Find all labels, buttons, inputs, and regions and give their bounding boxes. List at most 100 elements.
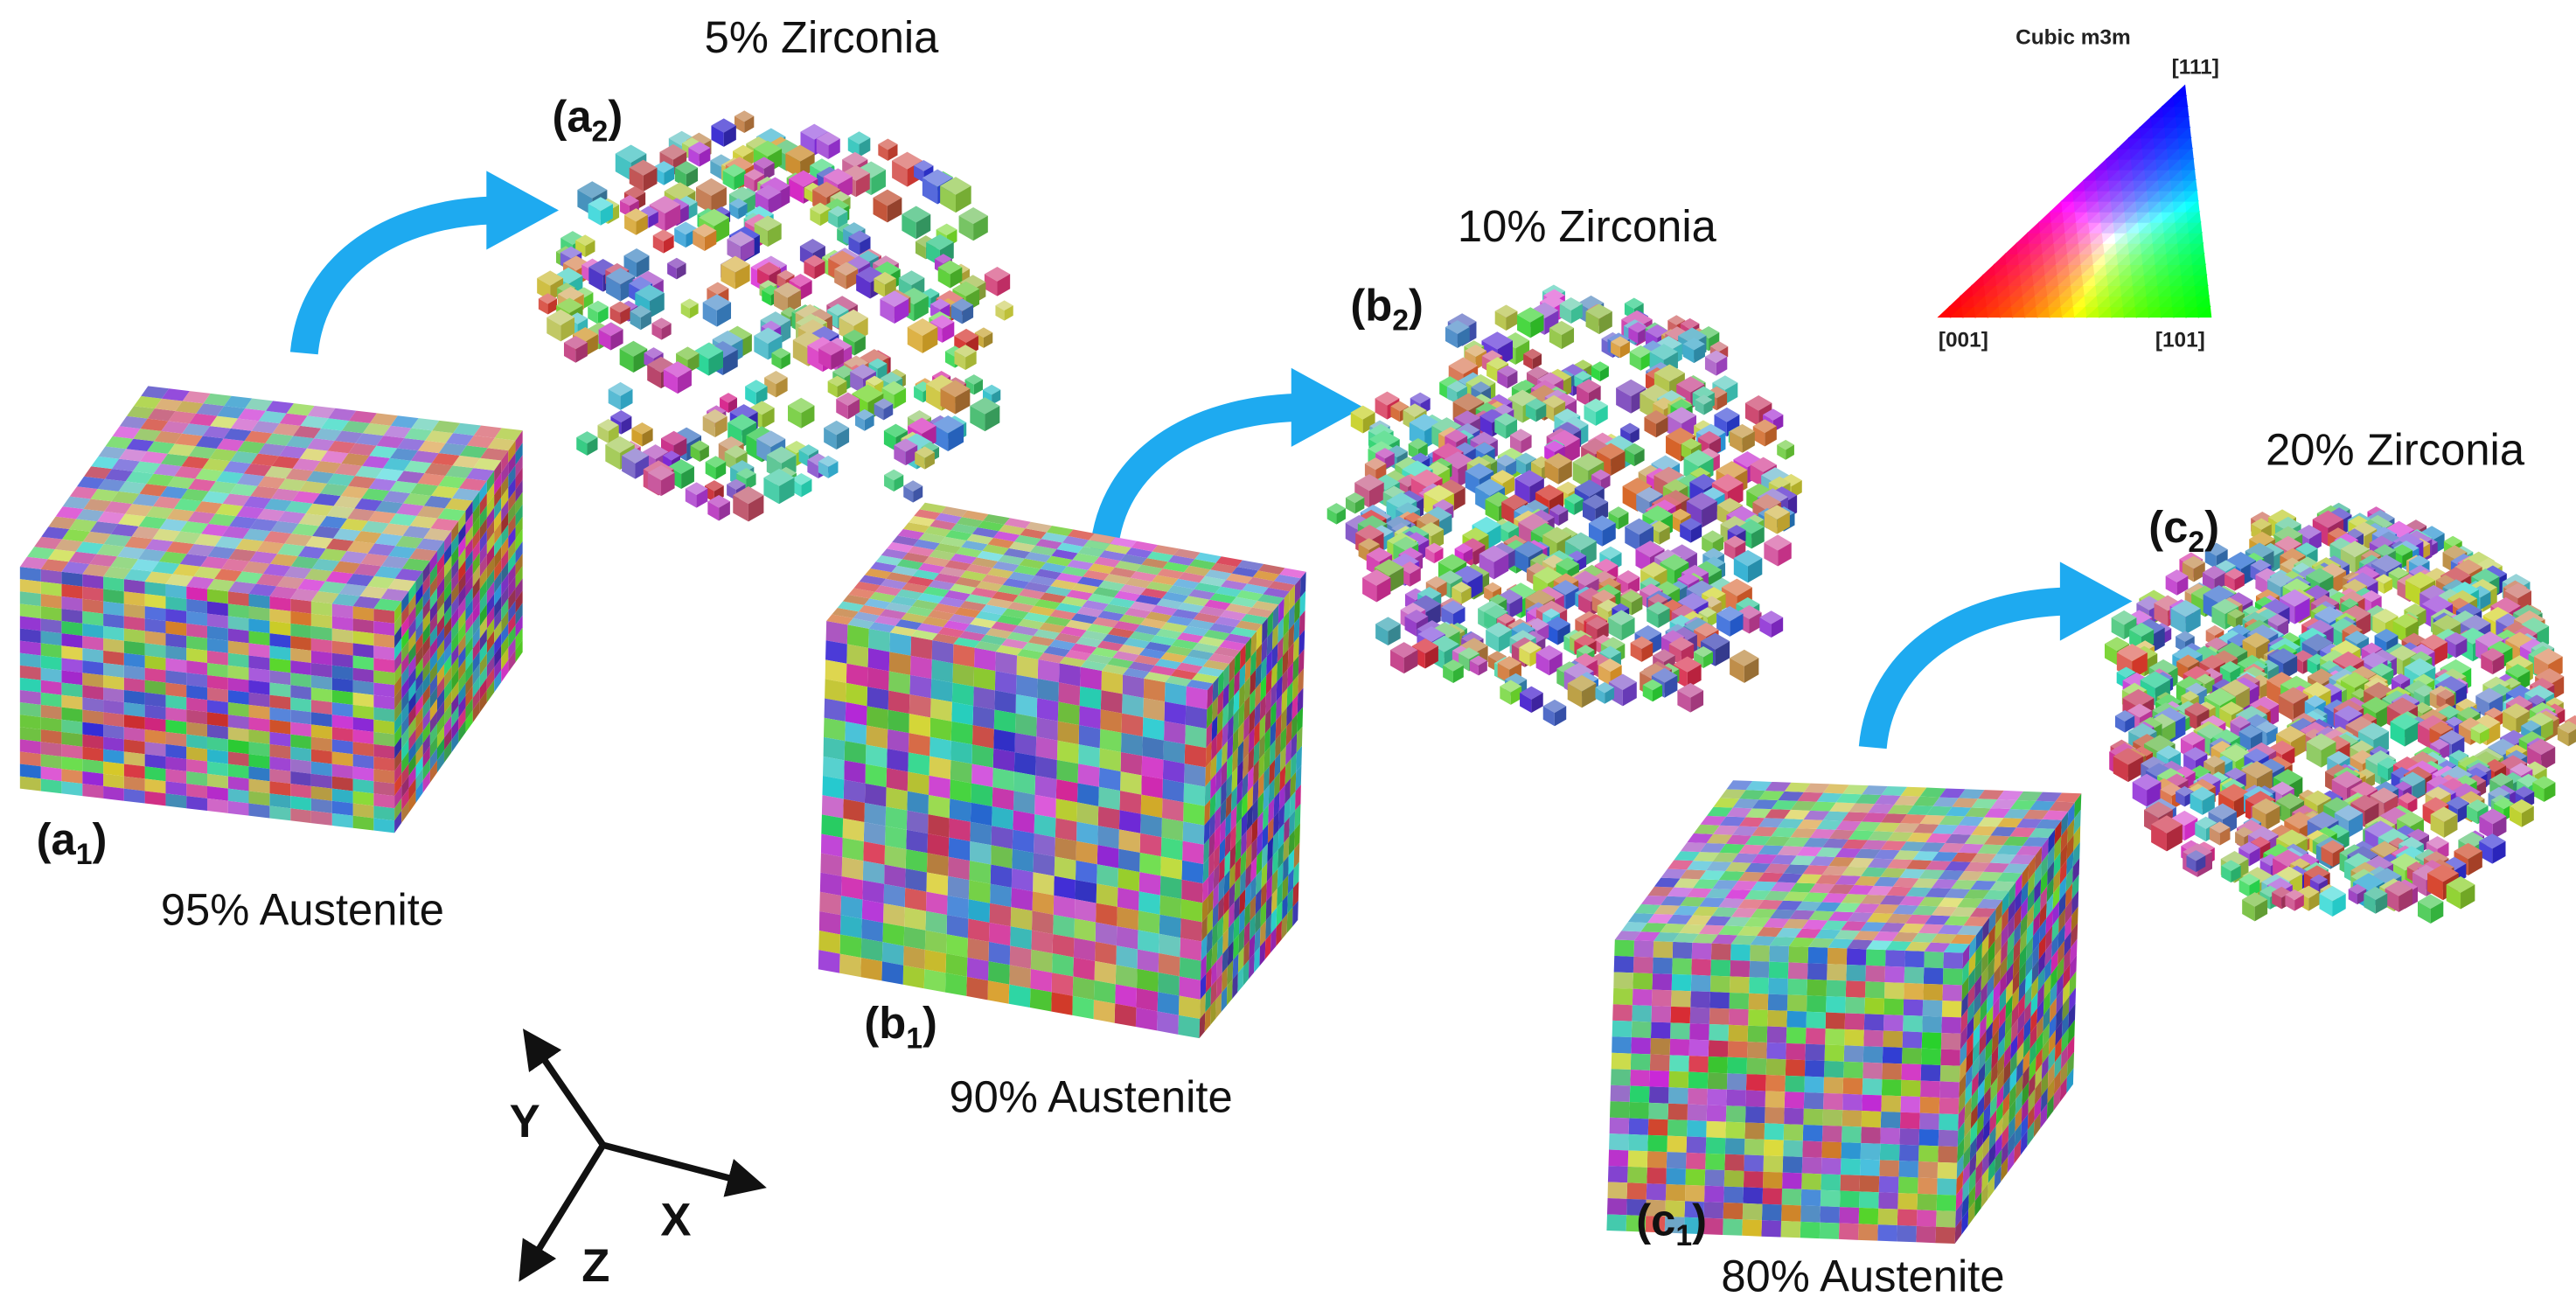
voxel — [1075, 880, 1097, 903]
voxel — [165, 645, 187, 661]
voxel — [458, 609, 466, 632]
voxel — [1761, 1203, 1782, 1222]
voxel — [123, 640, 145, 656]
ipf-cell — [2071, 178, 2086, 192]
voxel — [429, 575, 437, 598]
voxel — [429, 588, 437, 610]
voxel — [486, 520, 495, 543]
voxel — [486, 507, 495, 530]
voxel — [1072, 995, 1094, 1020]
voxel — [458, 523, 466, 546]
voxel — [968, 880, 991, 903]
voxel — [401, 677, 409, 701]
voxel — [352, 655, 374, 671]
voxel — [1784, 1107, 1804, 1125]
ipf-triangle — [1937, 84, 2212, 318]
voxel — [1079, 705, 1101, 729]
voxel — [1161, 798, 1184, 822]
voxel — [1879, 1160, 1899, 1177]
voxel — [479, 616, 487, 639]
voxel — [494, 632, 502, 656]
voxel — [1630, 1070, 1650, 1087]
voxel — [866, 706, 888, 729]
ipf-cell — [2161, 94, 2176, 108]
voxel — [186, 685, 207, 701]
voxel — [1878, 1175, 1899, 1194]
voxel — [165, 621, 187, 636]
voxel — [841, 875, 863, 900]
voxel — [465, 636, 473, 659]
voxel — [842, 837, 864, 861]
voxel — [1822, 1092, 1843, 1111]
voxel — [451, 520, 459, 544]
voxel — [1122, 694, 1144, 718]
voxel — [823, 756, 845, 780]
voxel — [1780, 1221, 1801, 1238]
voxel — [310, 662, 332, 678]
zirconia-grain — [984, 267, 1011, 296]
voxel — [451, 656, 459, 679]
ipf-cell — [1959, 284, 1974, 297]
voxel — [1821, 1125, 1842, 1143]
voxel — [479, 640, 487, 664]
voxel — [479, 690, 487, 713]
voxel — [924, 949, 947, 973]
voxel — [904, 907, 926, 931]
voxel — [1922, 1000, 1943, 1017]
voxel — [1013, 752, 1036, 776]
voxel — [1841, 1110, 1862, 1127]
voxel — [860, 938, 883, 962]
voxel — [1078, 724, 1101, 749]
voxel — [925, 891, 948, 916]
voxel — [40, 766, 62, 782]
voxel — [310, 785, 332, 801]
voxel — [451, 668, 459, 692]
voxel — [1666, 1168, 1686, 1185]
voxel — [103, 675, 124, 690]
voxel — [867, 667, 889, 691]
voxel — [123, 677, 145, 693]
voxel — [501, 450, 509, 473]
zirconia-grain — [680, 298, 699, 319]
voxel — [422, 684, 430, 707]
voxel — [206, 773, 228, 789]
voxel — [1117, 848, 1140, 873]
voxel — [1821, 1141, 1842, 1159]
voxel — [436, 614, 445, 638]
voxel — [1723, 1186, 1744, 1203]
voxel — [948, 856, 970, 881]
voxel — [394, 687, 402, 710]
voxel — [1096, 883, 1118, 907]
voxel — [465, 660, 473, 684]
voxel — [1162, 778, 1185, 803]
voxel — [1628, 1133, 1648, 1152]
voxel — [887, 729, 909, 753]
zirconia-grain — [847, 131, 871, 157]
voxel — [820, 833, 843, 857]
voxel — [987, 961, 1010, 985]
voxel — [1185, 705, 1208, 729]
voxel — [1029, 988, 1052, 1012]
voxel — [1824, 1044, 1845, 1062]
voxel — [1098, 767, 1121, 791]
voxel — [1942, 968, 1963, 986]
voxel — [123, 776, 145, 791]
voxel — [1940, 1032, 1961, 1050]
voxel — [103, 613, 124, 629]
voxel — [1686, 1136, 1707, 1154]
voxel — [1093, 1000, 1116, 1023]
voxel — [1035, 756, 1057, 779]
voxel — [1629, 1102, 1649, 1119]
voxel — [969, 861, 992, 884]
voxel — [486, 581, 495, 604]
voxel — [865, 764, 888, 788]
voxel — [165, 596, 187, 611]
voxel — [436, 688, 445, 711]
voxel — [818, 910, 841, 935]
voxel — [373, 805, 395, 821]
voxel — [1785, 1075, 1805, 1092]
zirconia-grain — [721, 255, 750, 289]
voxel — [458, 645, 466, 669]
voxel — [822, 776, 845, 799]
voxel — [401, 788, 409, 811]
